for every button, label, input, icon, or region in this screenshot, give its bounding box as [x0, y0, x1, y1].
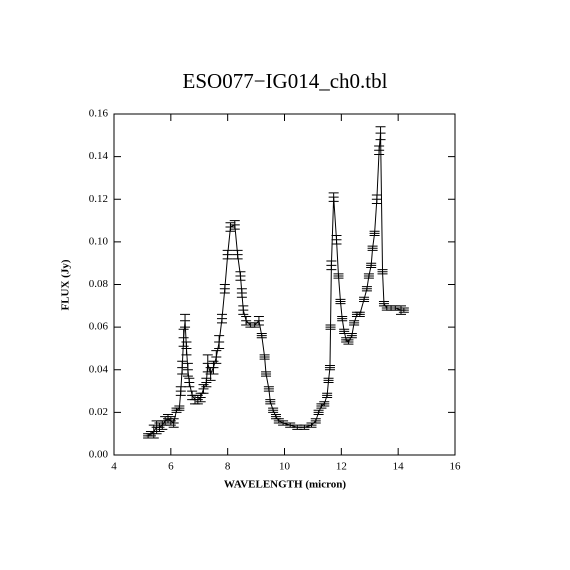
error-bar: [175, 386, 186, 396]
error-bar: [366, 262, 377, 268]
error-bar: [306, 422, 317, 428]
y-tick-label: 0.04: [89, 363, 109, 375]
error-bar: [310, 418, 321, 424]
y-tick-label: 0.12: [89, 193, 108, 205]
error-bar: [333, 273, 344, 279]
error-bar: [324, 364, 335, 371]
error-bar: [165, 416, 176, 426]
error-bar: [192, 394, 203, 405]
error-bar: [313, 409, 324, 416]
y-tick-label: 0.14: [89, 150, 109, 162]
error-bar: [359, 296, 370, 303]
error-bar: [361, 286, 372, 292]
error-bar: [232, 249, 243, 260]
error-bar: [268, 407, 279, 413]
y-tick-label: 0.08: [89, 278, 109, 290]
y-tick-label: 0.16: [89, 108, 109, 120]
error-bar: [265, 399, 276, 405]
y-tick-label: 0.10: [89, 235, 109, 247]
error-bar: [377, 269, 388, 275]
x-tick-label: 14: [393, 461, 405, 473]
error-bar: [292, 424, 303, 430]
error-bar: [374, 145, 385, 155]
error-bar: [325, 324, 336, 330]
error-bar: [236, 288, 247, 298]
x-tick-label: 8: [225, 461, 231, 473]
chart-title: ESO077−IG014_ch0.tbl: [183, 69, 388, 93]
error-bar: [367, 245, 378, 251]
error-bar: [343, 339, 354, 345]
error-bar: [184, 377, 195, 388]
error-bar: [238, 305, 249, 315]
error-bar: [354, 311, 365, 317]
x-tick-label: 12: [336, 461, 347, 473]
error-bar: [214, 335, 225, 349]
error-bar: [263, 386, 274, 392]
y-tick-label: 0.02: [89, 406, 108, 418]
error-bar: [261, 371, 272, 377]
error-bar: [346, 333, 357, 339]
error-bar: [211, 350, 222, 364]
error-bar: [174, 405, 185, 411]
error-bar: [235, 271, 246, 281]
error-bar: [178, 328, 189, 347]
error-bar: [319, 401, 330, 407]
error-bar: [322, 392, 333, 398]
x-tick-label: 4: [111, 461, 117, 473]
error-bar: [180, 313, 191, 328]
error-bar: [202, 354, 213, 373]
error-bar: [285, 422, 296, 428]
x-tick-label: 6: [168, 461, 174, 473]
x-tick-label: 16: [450, 461, 462, 473]
error-bar: [335, 298, 346, 305]
error-bar: [323, 377, 334, 384]
error-bar: [369, 230, 380, 236]
error-bar: [225, 222, 236, 232]
error-bar: [363, 273, 374, 279]
error-bar: [349, 320, 360, 326]
error-bar: [145, 431, 156, 437]
error-bar: [182, 362, 193, 377]
error-bar: [168, 418, 179, 428]
error-bar: [216, 313, 227, 324]
error-bar: [375, 126, 386, 141]
error-bar: [181, 341, 192, 356]
error-bar: [222, 249, 233, 260]
error-bar: [208, 360, 219, 375]
error-bar: [162, 414, 173, 424]
error-bar: [326, 260, 337, 271]
y-tick-label: 0.06: [89, 321, 109, 333]
y-tick-label: 0.00: [89, 449, 109, 461]
error-bar: [148, 424, 159, 439]
error-bar: [154, 422, 165, 433]
error-bar: [219, 284, 230, 294]
error-bar: [278, 420, 289, 426]
error-bar: [256, 333, 267, 339]
error-bar: [160, 416, 171, 426]
error-bar: [299, 424, 310, 430]
error-bar: [390, 305, 401, 311]
error-bar: [201, 377, 212, 388]
x-axis-label: WAVELENGTH (micron): [224, 479, 346, 491]
error-bar: [195, 392, 206, 403]
error-bar: [371, 194, 382, 205]
x-tick-label: 10: [279, 461, 291, 473]
y-axis-label: FLUX (Jy): [60, 259, 72, 310]
error-bar: [331, 234, 342, 245]
error-bar: [253, 315, 264, 326]
error-bar: [259, 354, 270, 360]
error-bar: [398, 307, 409, 313]
error-bar: [229, 220, 240, 230]
error-bar: [328, 192, 339, 202]
error-bar: [339, 328, 350, 335]
error-bar: [337, 315, 348, 322]
error-bar: [198, 384, 209, 394]
error-bar: [177, 360, 188, 375]
